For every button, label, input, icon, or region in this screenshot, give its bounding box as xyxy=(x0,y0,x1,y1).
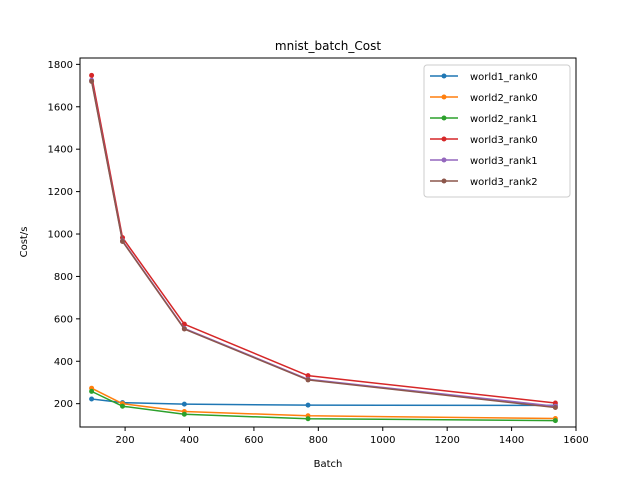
legend-label: world2_rank0 xyxy=(470,93,538,104)
data-point xyxy=(305,402,311,408)
data-point xyxy=(181,326,187,332)
legend-label: world1_rank0 xyxy=(470,72,538,83)
legend-label: world3_rank2 xyxy=(470,177,538,188)
legend-item: world2_rank1 xyxy=(430,114,538,125)
data-point xyxy=(89,396,95,402)
x-tick-label: 400 xyxy=(180,435,199,446)
y-tick-label: 200 xyxy=(54,399,73,410)
y-axis-label: Cost/s xyxy=(19,227,30,258)
legend-box xyxy=(423,64,571,198)
data-point xyxy=(89,388,95,394)
x-tick-label: 200 xyxy=(116,435,135,446)
legend-label: world2_rank1 xyxy=(470,114,538,125)
legend: world1_rank0 world2_rank0 world2_rank1worl… xyxy=(423,64,571,198)
y-tick-label: 1000 xyxy=(48,230,73,241)
data-point xyxy=(181,411,187,417)
y-tick-label: 1400 xyxy=(48,145,73,156)
y-tick-label: 600 xyxy=(54,314,73,325)
data-point xyxy=(552,418,558,424)
y-axis: 200 400 600 800 1000 1200 1400 1600 1800 xyxy=(48,60,80,410)
x-tick-label: 600 xyxy=(244,435,263,446)
data-point xyxy=(89,78,95,84)
y-tick-label: 400 xyxy=(54,357,73,368)
series-world3_rank2 xyxy=(89,78,558,410)
plot-area xyxy=(89,72,558,424)
chart-title: mnist_batch_Cost xyxy=(275,39,381,53)
y-tick-label: 800 xyxy=(54,272,73,283)
data-point xyxy=(305,416,311,422)
data-point xyxy=(89,72,95,78)
data-point xyxy=(552,404,558,410)
legend-item: world1_rank0 xyxy=(430,72,538,83)
legend-marker xyxy=(441,115,447,121)
data-point xyxy=(305,377,311,383)
y-tick-label: 1600 xyxy=(48,102,73,113)
legend-marker xyxy=(441,136,447,142)
data-point xyxy=(120,238,126,244)
y-tick-label: 1800 xyxy=(48,60,73,71)
x-tick-label: 1000 xyxy=(370,435,395,446)
y-tick-label: 1200 xyxy=(48,187,73,198)
legend-marker xyxy=(441,94,447,100)
series-world2_rank1 xyxy=(89,388,558,424)
x-tick-label: 1200 xyxy=(434,435,459,446)
data-point xyxy=(120,403,126,409)
plot-frame xyxy=(79,57,577,428)
legend-item: world3_rank0 xyxy=(430,135,538,146)
x-tick-label: 1600 xyxy=(563,435,588,446)
legend-item: world3_rank1 xyxy=(430,156,538,167)
legend-marker xyxy=(441,157,447,163)
legend-label: world3_rank1 xyxy=(470,156,538,167)
x-axis-label: Batch xyxy=(314,459,343,470)
legend-marker xyxy=(441,73,447,79)
legend-item: world2_rank0 xyxy=(430,93,538,104)
legend-item: world3_rank2 xyxy=(430,177,538,188)
legend-marker xyxy=(441,178,447,184)
legend-label: world3_rank0 xyxy=(470,135,538,146)
data-point xyxy=(305,373,311,379)
data-point xyxy=(181,401,187,407)
x-axis: 200 400 600 800 1000 1200 1400 1600 xyxy=(116,427,589,446)
x-tick-label: 800 xyxy=(309,435,328,446)
x-tick-label: 1400 xyxy=(499,435,524,446)
